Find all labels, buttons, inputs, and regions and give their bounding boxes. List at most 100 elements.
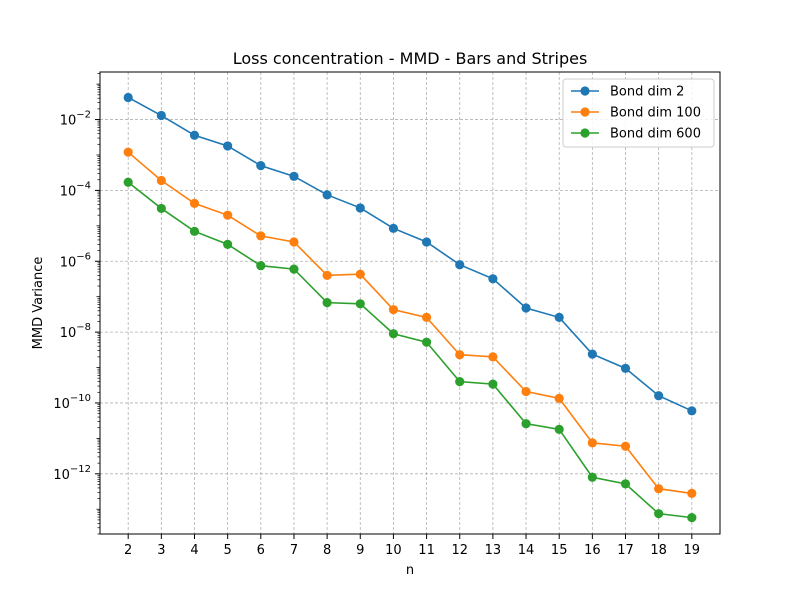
- legend-item: Bond dim 2: [571, 85, 684, 100]
- series-1: [123, 92, 697, 416]
- x-tick-label: 17: [617, 543, 634, 558]
- data-point: [421, 237, 432, 247]
- legend: Bond dim 2 Bond dim 100 Bond dim 600: [562, 78, 715, 148]
- data-point: [156, 110, 166, 121]
- data-point: [687, 488, 697, 498]
- data-point: [587, 438, 597, 448]
- data-point: [223, 210, 233, 220]
- x-tick-label: 2: [124, 543, 132, 558]
- data-point: [156, 203, 166, 214]
- x-tick-label: 4: [190, 543, 198, 558]
- data-point: [654, 509, 664, 519]
- data-point: [355, 299, 365, 309]
- x-tick-label: 6: [257, 543, 265, 558]
- data-point: [421, 312, 432, 323]
- series-line: [127, 151, 692, 495]
- data-point: [455, 350, 465, 360]
- data-point: [289, 264, 299, 274]
- x-tick-label: 9: [356, 543, 364, 558]
- data-point: [189, 226, 200, 236]
- data-point: [156, 175, 166, 186]
- data-point: [488, 379, 498, 389]
- data-point: [256, 261, 266, 271]
- data-point: [123, 177, 133, 187]
- legend-swatch-marker: [580, 107, 590, 117]
- data-point: [289, 237, 299, 247]
- legend-label: Bond dim 600: [610, 127, 701, 142]
- y-tick-label: 10−12: [53, 464, 91, 483]
- x-axis-ticks: 2 3 4 5 6 7 8 9 10 11 12 13 14 15 16 17 18 19: [124, 534, 700, 558]
- x-tick-label: 19: [684, 543, 701, 558]
- y-axis-label: MMD Variance: [31, 257, 46, 350]
- data-point: [355, 203, 365, 213]
- x-tick-label: 5: [224, 543, 232, 558]
- series-2: [123, 147, 697, 498]
- data-point: [322, 298, 332, 308]
- x-tick-label: 18: [650, 543, 667, 558]
- series-3: [123, 177, 697, 523]
- x-tick-label: 12: [451, 543, 468, 558]
- data-point: [223, 239, 233, 249]
- x-axis-label: n: [406, 563, 414, 578]
- data-point: [620, 479, 631, 489]
- data-point: [289, 171, 299, 181]
- data-point: [388, 329, 399, 339]
- data-point: [654, 391, 664, 401]
- data-point: [554, 393, 564, 403]
- x-tick-label: 13: [485, 543, 502, 558]
- data-point: [322, 190, 332, 200]
- x-tick-label: 7: [290, 543, 298, 558]
- data-point: [256, 231, 266, 241]
- data-point: [488, 352, 498, 362]
- legend-item: Bond dim 600: [571, 127, 701, 142]
- data-point: [388, 223, 399, 233]
- y-axis-ticks: 10−12 10−10 10−8 10−6 10−4 10−2: [53, 73, 100, 535]
- series-layer: [123, 92, 697, 523]
- y-tick-label: 10−10: [53, 393, 91, 412]
- data-point: [587, 472, 597, 482]
- data-point: [322, 270, 332, 280]
- data-point: [123, 92, 133, 103]
- series-line: [127, 96, 693, 412]
- data-point: [554, 312, 564, 323]
- legend-swatch-marker: [580, 128, 590, 138]
- legend-item: Bond dim 100: [571, 106, 701, 121]
- data-point: [455, 377, 465, 387]
- y-tick-label: 10−6: [60, 251, 91, 270]
- series-line: [127, 181, 692, 519]
- y-tick-label: 10−4: [60, 180, 91, 199]
- data-point: [189, 198, 200, 208]
- plot-area-frame: [99, 71, 721, 535]
- data-point: [189, 130, 200, 140]
- y-tick-label: 10−2: [60, 110, 91, 129]
- x-tick-label: 3: [157, 543, 165, 558]
- x-tick-label: 15: [551, 543, 568, 558]
- data-point: [521, 386, 531, 397]
- legend-box: [562, 78, 715, 148]
- x-tick-label: 14: [518, 543, 535, 558]
- data-point: [687, 406, 697, 416]
- legend-label: Bond dim 2: [610, 85, 684, 100]
- grid-lines: [100, 72, 720, 534]
- data-point: [488, 274, 498, 284]
- data-point: [620, 441, 631, 451]
- y-tick-label: 10−8: [60, 322, 91, 341]
- data-point: [388, 305, 399, 315]
- legend-label: Bond dim 100: [610, 106, 701, 121]
- data-point: [554, 424, 564, 434]
- data-point: [687, 513, 697, 523]
- x-tick-label: 11: [418, 543, 435, 558]
- data-point: [654, 484, 664, 494]
- data-point: [223, 141, 233, 151]
- data-point: [123, 147, 133, 157]
- data-point: [587, 349, 597, 359]
- legend-swatch-marker: [580, 86, 590, 96]
- data-point: [521, 419, 531, 429]
- data-point: [355, 269, 365, 279]
- data-point: [455, 260, 465, 270]
- data-point: [421, 337, 432, 347]
- x-tick-label: 8: [323, 543, 331, 558]
- data-point: [521, 303, 531, 313]
- data-point: [620, 363, 631, 373]
